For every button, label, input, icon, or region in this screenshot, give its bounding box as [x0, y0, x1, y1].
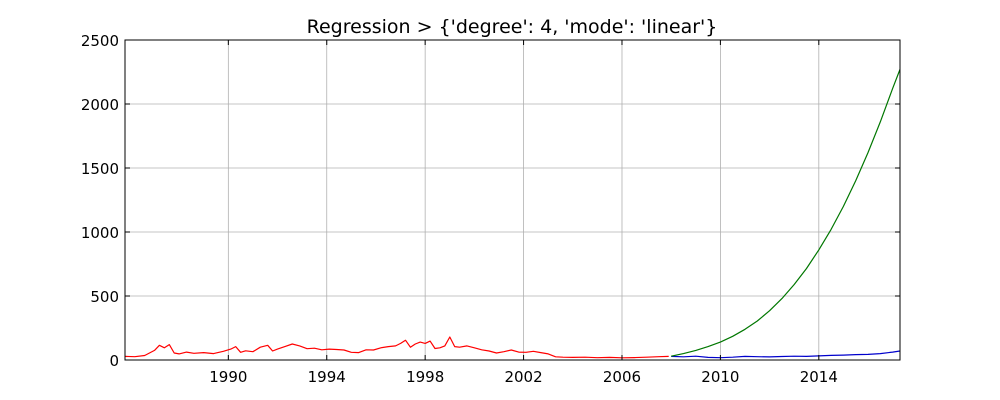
y-tick-label: 500: [90, 288, 119, 306]
grid-lines: [125, 40, 900, 360]
series-layer: [124, 69, 901, 359]
series-line-3: [671, 69, 901, 357]
y-axis-tick-labels: 0 500 1000 1500 2000 2500: [81, 32, 119, 370]
x-axis-tick-labels: 1990 1994 1998 2002 2006 2010 2014: [209, 368, 838, 386]
x-tick-label: 2014: [800, 368, 838, 386]
y-tick-label: 2500: [81, 32, 119, 50]
y-tick-label: 0: [109, 352, 119, 370]
x-tick-label: 2002: [504, 368, 542, 386]
series-line-2: [671, 350, 901, 359]
chart-title: Regression > {'degree': 4, 'mode': 'line…: [307, 16, 718, 38]
plot-frame: [124, 39, 901, 361]
x-tick-label: 2006: [603, 368, 641, 386]
axis-ticks: [125, 39, 900, 361]
y-tick-label: 2000: [81, 96, 119, 114]
series-line-1: [124, 336, 669, 359]
x-tick-label: 1994: [308, 368, 346, 386]
x-tick-label: 1998: [406, 368, 444, 386]
x-tick-label: 2010: [701, 368, 739, 386]
x-tick-label: 1990: [209, 368, 247, 386]
y-tick-label: 1500: [81, 160, 119, 178]
y-tick-label: 1000: [81, 224, 119, 242]
